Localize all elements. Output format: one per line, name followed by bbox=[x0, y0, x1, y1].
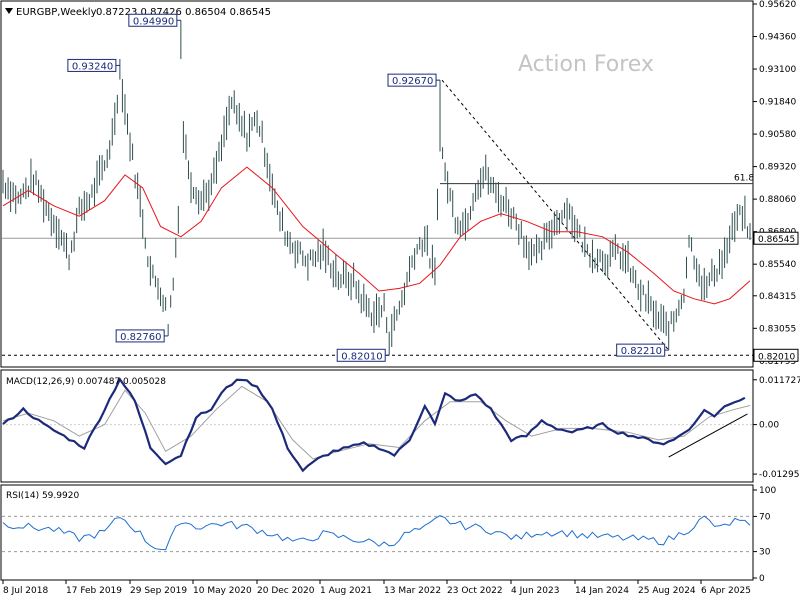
x-tick-label-11: 6 Apr 2025 bbox=[701, 586, 751, 596]
price-y-tick-label-8: 0.85540 bbox=[759, 260, 796, 270]
price-y-tick-label-10: 0.83055 bbox=[759, 324, 796, 334]
price-y-tick-label-9: 0.84315 bbox=[759, 292, 796, 302]
current-price-tag bbox=[753, 231, 799, 245]
current-price-tag-text: 0.86545 bbox=[758, 235, 795, 245]
ohlc-readout: 0.87223 0.87426 0.86504 0.86545 bbox=[96, 7, 271, 18]
price-y-tick-label-2: 0.93100 bbox=[759, 65, 796, 75]
price-annotations: 0.93240 0.94990 0.82760 0.82010 0.92670 0.822… bbox=[67, 13, 669, 362]
rsi-y-axis: 100 70 30 0 bbox=[2, 486, 776, 584]
macd-y-tick-label-0: 0.011727 bbox=[759, 376, 800, 386]
moving-average-line bbox=[2, 166, 751, 305]
rsi-y-tick-label-3: 0 bbox=[759, 574, 765, 584]
annotation-text-3: 0.82010 bbox=[341, 351, 382, 362]
macd-y-tick-label-2: -0.012951 bbox=[759, 470, 800, 480]
x-tick-label-1: 17 Feb 2019 bbox=[66, 586, 122, 596]
annotation-text-1: 0.94990 bbox=[133, 16, 174, 27]
fib-61-8-label: 61.8 bbox=[734, 174, 754, 184]
annotation-box-2 bbox=[115, 329, 165, 343]
price-y-tick-label-1: 0.94360 bbox=[759, 33, 796, 43]
macd-signal-line bbox=[2, 385, 751, 460]
price-y-tick-label-3: 0.91840 bbox=[759, 98, 796, 108]
annotation-box-0 bbox=[67, 58, 117, 72]
x-tick-label-8: 4 Jun 2023 bbox=[511, 586, 559, 596]
symbol-label: EURGBP,Weekly bbox=[16, 7, 97, 18]
low-price-tag bbox=[753, 348, 799, 362]
x-tick-label-10: 25 Aug 2024 bbox=[638, 586, 696, 596]
x-tick-label-4: 20 Dec 2020 bbox=[257, 586, 315, 596]
price-y-tick-label-5: 0.89320 bbox=[759, 163, 796, 173]
annotation-text-4: 0.92670 bbox=[392, 76, 433, 87]
annotation-text-5: 0.82210 bbox=[621, 346, 662, 357]
macd-panel-frame bbox=[0, 369, 754, 483]
rsi-label: RSI(14) 59.9920 bbox=[6, 491, 79, 501]
macd-trendline bbox=[668, 413, 748, 458]
x-tick-label-9: 14 Jan 2024 bbox=[575, 586, 629, 596]
price-y-tick-label-4: 0.90580 bbox=[759, 130, 796, 140]
downtrend-dashed-line bbox=[441, 79, 670, 351]
low-price-tag-text: 0.82010 bbox=[758, 352, 795, 362]
rsi-y-tick-label-2: 30 bbox=[759, 548, 771, 558]
macd-main-line bbox=[2, 377, 746, 473]
rsi-y-tick-label-0: 100 bbox=[759, 486, 776, 496]
macd-y-axis: 0.011727 0.00 -0.012951 bbox=[2, 376, 800, 480]
annotation-box-4 bbox=[387, 73, 437, 87]
x-tick-label-5: 1 Aug 2021 bbox=[320, 586, 372, 596]
x-tick-label-6: 13 Mar 2022 bbox=[384, 586, 441, 596]
watermark-text: Action Forex bbox=[518, 52, 654, 77]
x-tick-label-0: 8 Jul 2018 bbox=[3, 586, 48, 596]
price-y-tick-label-11: 0.81795 bbox=[759, 357, 796, 367]
macd-label: MACD(12,26,9) 0.007487 0.005028 bbox=[6, 377, 166, 387]
annotation-text-0: 0.93240 bbox=[72, 61, 113, 72]
x-tick-label-3: 10 May 2020 bbox=[193, 586, 252, 596]
rsi-panel-frame bbox=[0, 484, 754, 581]
time-x-axis: 8 Jul 2018 17 Feb 2019 29 Sep 2019 10 May 2… bbox=[2, 580, 751, 596]
price-y-tick-label-6: 0.88060 bbox=[759, 195, 796, 205]
rsi-y-tick-label-1: 70 bbox=[759, 512, 771, 522]
price-y-axis: 0.95620 0.94360 0.93100 0.91840 0.90580 0.893… bbox=[753, 0, 799, 367]
annotation-box-1 bbox=[128, 13, 178, 27]
rsi-line bbox=[2, 515, 751, 551]
annotation-box-5 bbox=[616, 343, 666, 357]
macd-y-tick-label-1: 0.00 bbox=[759, 421, 779, 431]
x-tick-label-7: 23 Oct 2022 bbox=[447, 586, 503, 596]
collapse-triangle-icon[interactable] bbox=[5, 8, 13, 14]
price-y-tick-label-0: 0.95620 bbox=[759, 0, 796, 10]
annotation-text-2: 0.82760 bbox=[120, 332, 161, 343]
annotation-box-3 bbox=[336, 348, 386, 362]
x-tick-label-2: 29 Sep 2019 bbox=[130, 586, 187, 596]
